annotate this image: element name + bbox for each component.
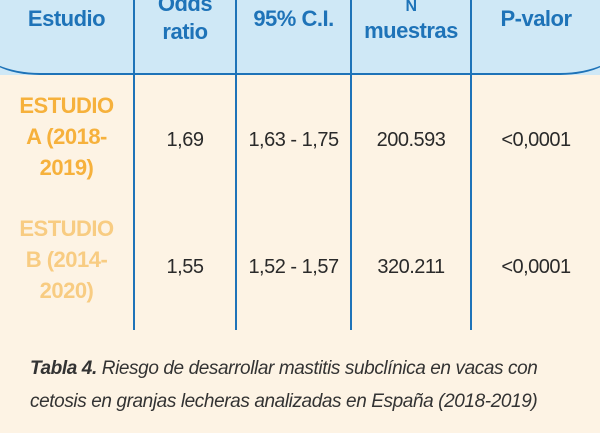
header-study: Estudio xyxy=(27,6,106,31)
row-label-line: ESTUDIO xyxy=(19,93,114,118)
cell-ci: 1,52 - 1,57 xyxy=(248,256,339,278)
table-caption: Tabla 4. Riesgo de desarrollar mastitis … xyxy=(30,352,590,418)
row-label-line: 2020) xyxy=(39,278,94,303)
cell-odds-ratio: 1,55 xyxy=(166,256,204,278)
row-label-line: 2019) xyxy=(39,155,94,180)
row-label-study-a: ESTUDIO A (2018- 2019) xyxy=(0,90,133,183)
header-ci: 95% C.I. xyxy=(253,6,334,31)
table-header-band xyxy=(0,0,600,75)
column-divider xyxy=(470,0,472,330)
header-divider-curve xyxy=(0,0,600,75)
row-label-study-b: ESTUDIO B (2014- 2020) xyxy=(0,213,133,306)
header-odds-ratio: Odds ratio xyxy=(135,0,235,46)
results-table: Estudio Odds ratio 95% C.I. N muestras P… xyxy=(0,0,600,330)
cell-n-samples: 320.211 xyxy=(377,256,445,278)
caption-text: Riesgo de desarrollar mastitis subclínic… xyxy=(30,358,538,412)
header-n-samples-line1: N xyxy=(405,0,417,15)
header-odds-ratio-line2: ratio xyxy=(162,19,208,44)
row-label-line: A (2018- xyxy=(26,124,107,149)
caption-title: Tabla 4. xyxy=(30,358,97,379)
header-n-samples: N muestras xyxy=(352,0,470,45)
column-divider xyxy=(350,0,352,330)
header-p-value: P-valor xyxy=(500,6,572,31)
column-divider xyxy=(235,0,237,330)
cell-ci: 1,63 - 1,75 xyxy=(248,129,339,151)
header-n-samples-line2: muestras xyxy=(364,18,458,43)
cell-n-samples: 200.593 xyxy=(376,129,446,151)
cell-odds-ratio: 1,69 xyxy=(166,129,204,151)
row-label-line: B (2014- xyxy=(25,247,108,272)
cell-p-value: <0,0001 xyxy=(501,129,571,151)
row-label-line: ESTUDIO xyxy=(19,216,114,241)
column-divider xyxy=(133,0,135,330)
header-odds-ratio-line1: Odds xyxy=(157,0,213,16)
cell-p-value: <0,0001 xyxy=(501,256,571,278)
